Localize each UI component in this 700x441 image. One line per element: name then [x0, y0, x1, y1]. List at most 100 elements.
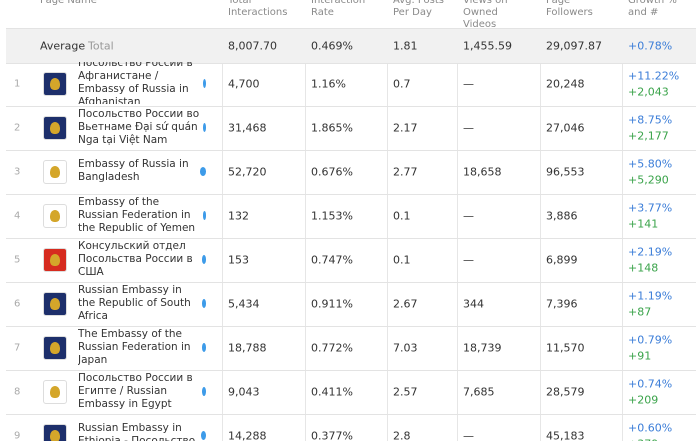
- cell: 132: [228, 209, 249, 223]
- growth-pct: +5.80%: [628, 157, 673, 171]
- emblem: [50, 210, 60, 222]
- column-header: Avg. Posts Per Day: [393, 0, 445, 18]
- page-icon: [43, 424, 67, 441]
- growth-num: +379: [628, 438, 658, 441]
- growth-num: +209: [628, 393, 659, 407]
- cell: 0.911%: [311, 297, 353, 311]
- cell: 2.57: [393, 385, 418, 399]
- page-name: Russian Embassy in Ethiopia - Посольство: [78, 414, 206, 441]
- cell: 2.17: [393, 121, 418, 135]
- page-icon: [43, 160, 67, 184]
- emblem: [50, 166, 60, 178]
- cell: —: [463, 253, 474, 267]
- emblem: [50, 122, 60, 134]
- column-header: Growth % and #: [628, 0, 677, 18]
- emblem: [50, 386, 60, 398]
- table-row: 8 Посольство России в Египте / Russian Em…: [6, 370, 696, 415]
- column-separator: [387, 28, 388, 441]
- cell: 28,579: [546, 385, 585, 399]
- table-row: 1 Посольство России в Афганистане / Embas…: [6, 62, 696, 107]
- row-index: 5: [14, 254, 21, 266]
- cell: 344: [463, 297, 484, 311]
- verified-badge: [199, 166, 206, 176]
- cell: —: [463, 121, 474, 135]
- table-row: 7 The Embassy of the Russian Federation i…: [6, 326, 696, 371]
- column-header: Page Name: [40, 0, 97, 6]
- page-name: Embassy of Russia in Bangladesh: [78, 150, 206, 192]
- cell: 4,700: [228, 77, 260, 91]
- cell: 2.77: [393, 165, 418, 179]
- emblem: [50, 78, 60, 90]
- cell: 9,043: [228, 385, 260, 399]
- column-header: Views on Owned Videos: [463, 0, 508, 30]
- cell: 45,183: [546, 429, 585, 441]
- cell: 0.411%: [311, 385, 353, 399]
- growth-pct: +11.22%: [628, 69, 680, 83]
- page-name: Embassy of the Russian Federation in the…: [78, 194, 206, 236]
- emblem: [50, 298, 60, 310]
- cell: 18,658: [463, 165, 502, 179]
- growth-pct: +0.60%: [628, 421, 673, 435]
- growth-pct: +8.75%: [628, 113, 673, 127]
- page-icon: [43, 292, 67, 316]
- cell: 7,396: [546, 297, 578, 311]
- average-sublabel: Total: [88, 39, 114, 53]
- column-separator: [222, 28, 223, 441]
- page-icon: [43, 204, 67, 228]
- cell: 11,570: [546, 341, 585, 355]
- page-icon: [43, 72, 67, 96]
- growth-num: +148: [628, 261, 659, 275]
- emblem: [50, 430, 60, 441]
- row-index: 7: [14, 342, 21, 354]
- row-index: 8: [14, 386, 21, 398]
- column-separator: [540, 28, 541, 441]
- cell: 5,434: [228, 297, 260, 311]
- cell: 27,046: [546, 121, 585, 135]
- cell: 0.377%: [311, 429, 353, 441]
- column-separator: [305, 28, 306, 441]
- growth-num: +2,043: [628, 85, 669, 99]
- page-icon: [43, 248, 67, 272]
- cell: 0.772%: [311, 341, 353, 355]
- page-name: Посольство России во Вьетнаме Đại sứ quá…: [78, 106, 206, 148]
- emblem: [50, 342, 60, 354]
- cell: 0.469%: [311, 39, 353, 53]
- cell: 0.676%: [311, 165, 353, 179]
- cell: 1.865%: [311, 121, 353, 135]
- table-row: 5 Консульский отдел Посольства России в С…: [6, 238, 696, 283]
- growth-num: +5,290: [628, 173, 669, 187]
- page-icon: [43, 116, 67, 140]
- column-header: Interaction Rate: [311, 0, 366, 18]
- row-index: 1: [14, 78, 21, 90]
- row-index: 6: [14, 298, 21, 310]
- growth-pct: +3.77%: [628, 201, 673, 215]
- verified-badge: [201, 342, 206, 352]
- row-index: 4: [14, 210, 21, 222]
- table-row: 9 Russian Embassy in Ethiopia - Посольств…: [6, 414, 696, 441]
- growth-pct: +1.19%: [628, 289, 673, 303]
- cell: 1.16%: [311, 77, 346, 91]
- row-index: 2: [14, 122, 21, 134]
- cell: 96,553: [546, 165, 585, 179]
- row-index: 9: [14, 430, 21, 441]
- table-row: 2 Посольство России во Вьетнаме Đại sứ qu…: [6, 106, 696, 151]
- page-name: Посольство России в Афганистане / Embass…: [78, 62, 206, 104]
- verified-badge: [202, 386, 206, 396]
- verified-badge: [202, 210, 206, 220]
- verified-badge: [202, 122, 206, 132]
- cell: 0.1: [393, 253, 411, 267]
- growth-pct: +0.79%: [628, 333, 673, 347]
- growth-num: +87: [628, 305, 652, 319]
- average-label: Average: [40, 39, 86, 53]
- cell: 0.747%: [311, 253, 353, 267]
- column-header: Page Followers: [546, 0, 593, 18]
- page-name: Russian Embassy in the Republic of South…: [78, 282, 206, 324]
- cell: —: [463, 429, 474, 441]
- page-name: The Embassy of the Russian Federation in…: [78, 326, 206, 368]
- growth-pct: +0.74%: [628, 377, 673, 391]
- cell: 0.1: [393, 209, 411, 223]
- cell: 1.153%: [311, 209, 353, 223]
- verified-badge: [201, 298, 206, 308]
- column-separator: [622, 28, 623, 441]
- cell: 153: [228, 253, 249, 267]
